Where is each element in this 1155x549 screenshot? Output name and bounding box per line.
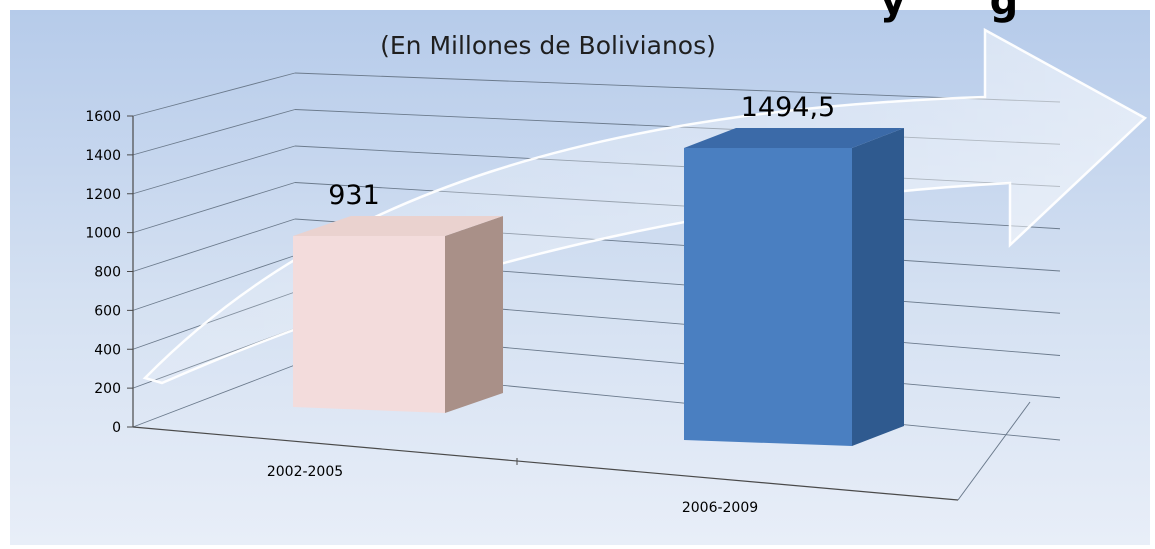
y-tick-label: 0 (112, 420, 121, 436)
y-tick-label: 1600 (85, 109, 121, 125)
chart-background (10, 10, 1150, 545)
chart-title-partial: y g (880, 0, 1018, 24)
category-label-1: 2002-2005 (267, 464, 343, 480)
y-tick-label: 1000 (85, 226, 121, 242)
bar-top-face (293, 216, 503, 236)
y-tick-label: 400 (94, 342, 121, 358)
bars (293, 128, 904, 446)
floor-edge (957, 401, 1031, 501)
bar-front-face (293, 236, 445, 413)
gridline-side (132, 72, 296, 117)
axes (127, 115, 1031, 501)
gridline-back (294, 72, 1061, 103)
y-tick-label: 200 (94, 381, 121, 397)
bar-side-face (445, 216, 503, 413)
value-label-1: 931 (328, 180, 380, 211)
gridline-side (132, 255, 296, 311)
value-labels: 931 1494,5 (328, 92, 835, 211)
gridline-side (132, 218, 296, 272)
top-band (0, 0, 1155, 10)
y-tick-label: 800 (94, 265, 121, 281)
bar-side-face (852, 128, 904, 446)
gridline-side (132, 109, 296, 156)
category-label-2: 2006-2009 (682, 500, 758, 516)
gridline-side (132, 145, 296, 195)
value-label-2: 1494,5 (741, 92, 835, 123)
x-axis-line (132, 426, 959, 501)
bar-1 (293, 216, 503, 413)
chart-subtitle: (En Millones de Bolivianos) (380, 31, 716, 60)
y-axis-ticks: 0 200 400 600 800 1000 1200 1400 1600 (85, 109, 121, 436)
gridline-side (132, 364, 296, 428)
bar-front-face (684, 148, 852, 446)
y-tick-label: 1400 (85, 148, 121, 164)
bar-2 (684, 128, 904, 446)
y-tick-label: 1200 (85, 187, 121, 203)
x-axis-categories: 2002-2005 2006-2009 (267, 464, 758, 516)
y-tick-label: 600 (94, 303, 121, 319)
bar-top-face (684, 128, 904, 148)
gridline-side (132, 182, 296, 234)
